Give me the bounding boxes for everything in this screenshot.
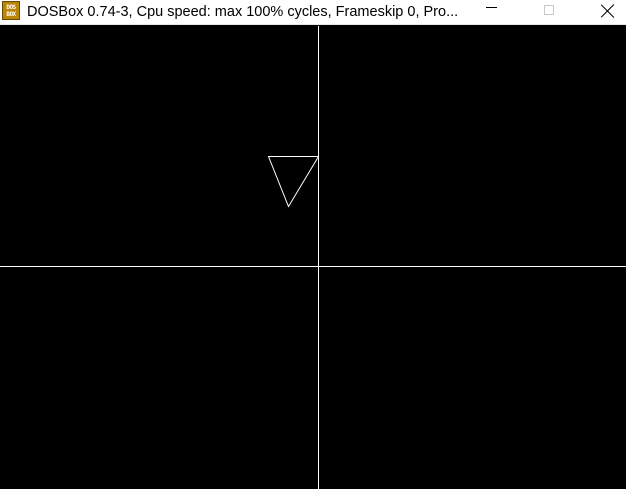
maximize-button bbox=[526, 0, 572, 25]
app-icon-line-1: DOS bbox=[6, 3, 16, 11]
triangle-shape bbox=[267, 156, 320, 208]
title-bar[interactable]: DOS BOX DOSBox 0.74-3, Cpu speed: max 10… bbox=[0, 0, 626, 25]
app-icon-line-2: BOX bbox=[6, 10, 16, 18]
window-title: DOSBox 0.74-3, Cpu speed: max 100% cycle… bbox=[27, 4, 459, 20]
maximize-icon bbox=[544, 4, 554, 15]
minimize-icon bbox=[485, 7, 497, 8]
dos-screen[interactable] bbox=[0, 26, 626, 489]
close-icon bbox=[601, 4, 615, 18]
graphics-canvas bbox=[0, 26, 626, 489]
dosbox-app-icon[interactable]: DOS BOX bbox=[2, 1, 20, 20]
close-button[interactable] bbox=[585, 0, 626, 25]
minimize-button[interactable] bbox=[468, 0, 514, 25]
